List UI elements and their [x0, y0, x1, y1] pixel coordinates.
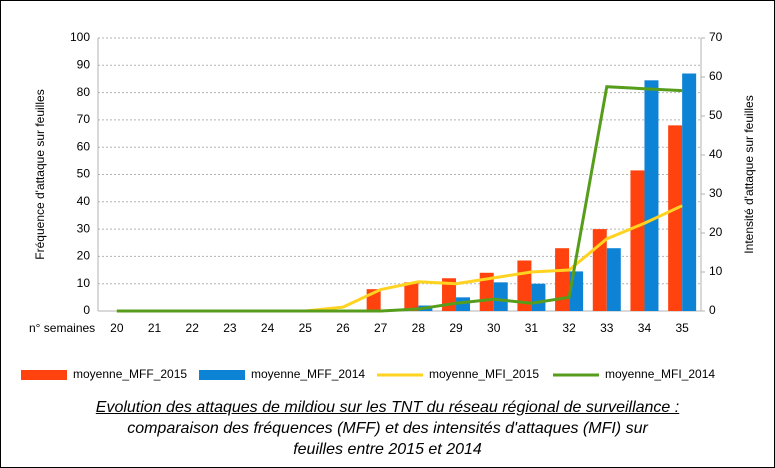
bar [682, 73, 697, 312]
x-tick-label: 24 [261, 321, 275, 335]
line [116, 85, 683, 313]
x-tick-label: 34 [638, 321, 652, 335]
bar [493, 282, 508, 311]
x-tick-label: 33 [600, 321, 614, 335]
y-tick-label: 20 [77, 249, 91, 263]
y-tick-label: 100 [70, 30, 90, 44]
y2-tick-label: 30 [709, 186, 723, 200]
y-tick-label: 60 [77, 139, 91, 153]
legend-label: moyenne_MFI_2015 [429, 367, 539, 381]
y-tick-label: 90 [77, 57, 91, 71]
bar [531, 283, 546, 311]
x-tick-label: 35 [675, 321, 689, 335]
y2-tick-label: 70 [709, 30, 723, 44]
y-axis-label: Fréquence d'attaque sur feuilles [33, 89, 47, 259]
y-tick-label: 40 [77, 194, 91, 208]
x-tick-label: 23 [223, 321, 237, 335]
y2-tick-label: 0 [709, 303, 716, 317]
x-tick-label: 27 [374, 321, 388, 335]
x-tick-label: 28 [412, 321, 426, 335]
x-axis-label: n° semaines [29, 321, 95, 335]
y-tick-label: 10 [77, 276, 91, 290]
y2-tick-label: 20 [709, 225, 723, 239]
x-tick-label: 22 [186, 321, 200, 335]
y-tick-label: 50 [77, 167, 91, 181]
legend-swatch [199, 370, 245, 380]
legend-swatch [21, 370, 67, 380]
bar [644, 80, 659, 311]
bar [404, 282, 419, 311]
x-tick-label: 25 [299, 321, 313, 335]
y2-axis-label: Intensité d'attaque sur feuilles [742, 95, 756, 253]
bar [630, 170, 645, 311]
legend-label: moyenne_MFF_2014 [251, 367, 365, 381]
caption: Evolution des attaques de mildiou sur le… [1, 397, 774, 460]
caption-line: comparaison des fréquences (MFF) et des … [127, 420, 648, 437]
bar [555, 248, 570, 311]
bar [668, 125, 683, 311]
y-tick-label: 30 [77, 221, 91, 235]
x-tick-label: 30 [487, 321, 501, 335]
bar [592, 229, 607, 311]
legend-label: moyenne_MFF_2015 [73, 367, 187, 381]
x-tick-label: 21 [148, 321, 162, 335]
x-tick-label: 26 [336, 321, 350, 335]
chart: 0 10 20 30 40 50 60 70 80 90 100 0 10 20 30 40 50 60 70 Fré… [21, 30, 756, 381]
y-tick-label: 0 [83, 303, 90, 317]
y2-tick-label: 10 [709, 264, 723, 278]
y2-tick-label: 60 [709, 69, 723, 83]
y2-tick-label: 40 [709, 147, 723, 161]
x-tick-label: 31 [525, 321, 539, 335]
y2-tick-label: 50 [709, 108, 723, 122]
legend-label: moyenne_MFI_2014 [605, 367, 715, 381]
caption-line: Evolution des attaques de mildiou sur le… [95, 399, 680, 416]
x-tick-label: 29 [449, 321, 463, 335]
caption-line: feuilles entre 2015 et 2014 [293, 441, 482, 458]
y-tick-label: 80 [77, 85, 91, 99]
x-tick-label: 20 [110, 321, 124, 335]
y-tick-label: 70 [77, 112, 91, 126]
bar [606, 248, 621, 311]
x-tick-label: 32 [562, 321, 576, 335]
